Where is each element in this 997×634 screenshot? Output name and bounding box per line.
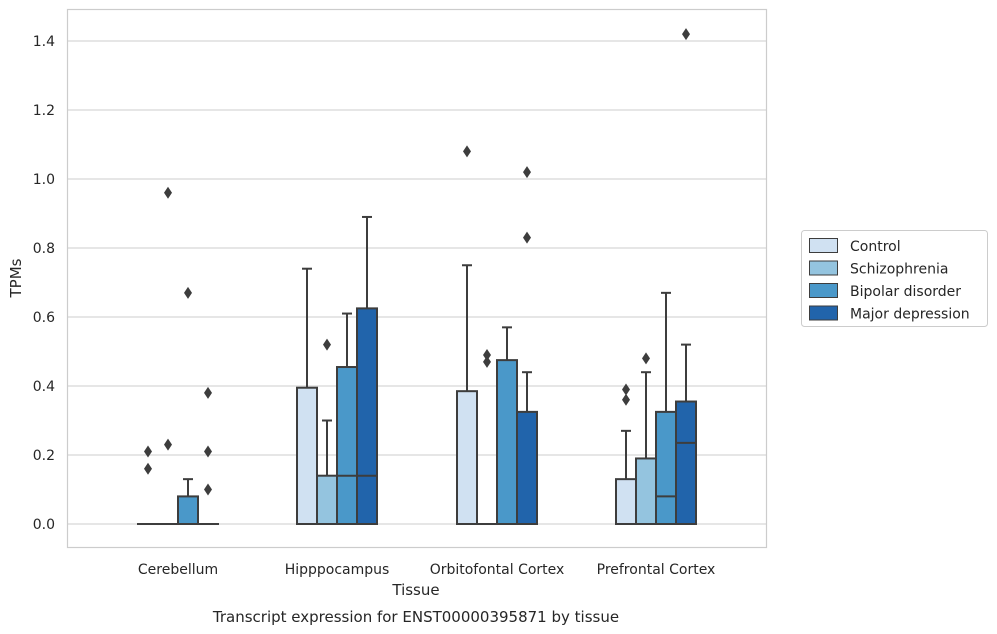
box-0-1 [157,186,179,526]
outlier-point [164,186,172,199]
y-tick-label: 0.8 [33,241,55,257]
box-2-1 [476,348,498,526]
box-3-2 [655,291,677,525]
legend-label: Bipolar disorder [850,284,961,300]
box-rect [615,478,637,525]
outlier-point [523,231,531,244]
x-tick-label: Prefrontal Cortex [597,562,716,578]
legend-swatch [809,283,838,298]
box-2-2 [496,326,518,525]
box-rect [655,410,677,525]
box-rect [635,457,657,526]
y-gridlines [68,40,766,525]
box-1-1 [316,338,338,526]
box-1-0 [296,267,318,525]
x-tick-labels: Cerebellum Hipppocampus Orbitofontal Corte… [138,562,715,578]
box-1-3 [356,215,378,525]
box-1-2 [336,312,358,525]
legend-label: Control [850,239,901,255]
box-rect [296,386,318,525]
y-tick-labels: 0.0 0.2 0.4 0.6 0.8 1.0 1.2 1.4 [33,34,55,533]
y-axis-label: TPMs [7,258,25,298]
outlier-point [642,352,650,365]
outlier-point [204,483,212,496]
box-rect [336,366,358,525]
outlier-point [204,386,212,399]
box-rect [356,307,378,525]
box-2-0 [456,145,478,525]
legend-frame [801,230,988,327]
x-tick-label: Cerebellum [138,562,218,578]
box-0-2 [177,286,199,525]
box-rect [496,359,518,525]
outlier-point [463,145,471,158]
outlier-point [144,445,152,458]
box-rect [516,410,538,525]
box-3-0 [615,383,637,525]
outlier-point [323,338,331,351]
outlier-point [184,286,192,299]
y-tick-label: 1.0 [33,172,55,188]
x-tick-label: Hipppocampus [285,562,390,578]
y-tick-label: 1.4 [33,34,55,50]
outlier-point [682,28,690,41]
box-rect [316,474,338,526]
legend-label: Major depression [850,307,970,323]
box-3-1 [635,352,657,526]
outlier-point [164,438,172,451]
outlier-point [144,462,152,475]
legend-label: Schizophrenia [850,262,948,278]
x-tick-label: Orbitofontal Cortex [430,562,565,578]
x-axis-label: Tissue [391,581,439,599]
y-tick-label: 0.0 [33,517,55,533]
plot-boxes [137,28,697,526]
legend-swatch [809,305,838,321]
box-0-3 [197,386,219,526]
chart-caption: Transcript expression for ENST0000039587… [212,608,619,626]
outlier-point [622,383,630,396]
y-tick-label: 0.6 [33,310,55,326]
box-0-0 [137,445,159,526]
y-tick-label: 1.2 [33,103,55,119]
outlier-point [523,166,531,179]
outlier-point [483,348,491,361]
box-3-3 [675,28,697,525]
box-2-3 [516,166,538,525]
legend: Control Schizophrenia Bipolar disorder Majo… [801,230,988,327]
y-tick-label: 0.2 [33,448,55,464]
y-tick-label: 0.4 [33,379,55,395]
outlier-point [204,445,212,458]
legend-swatch [809,238,838,253]
box-rect [456,390,478,525]
box-rect [177,495,199,525]
box-rect [675,400,697,525]
outlier-point [483,355,491,368]
plot-area-frame [66,8,768,549]
outlier-point [622,393,630,406]
legend-swatch [809,260,838,276]
